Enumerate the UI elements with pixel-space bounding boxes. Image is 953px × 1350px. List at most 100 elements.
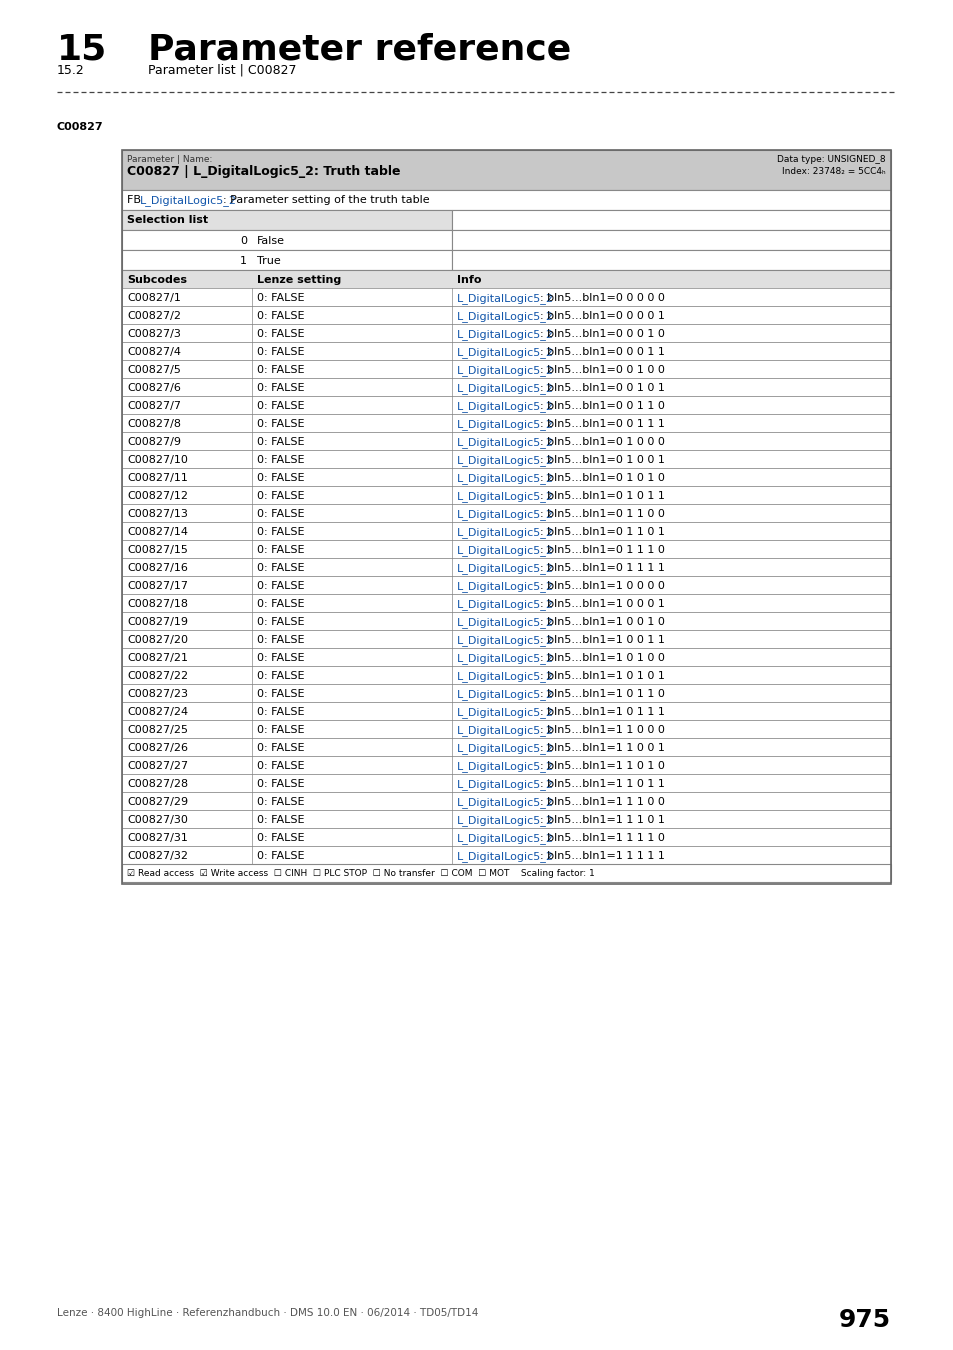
Text: 0: FALSE: 0: FALSE bbox=[256, 509, 304, 518]
Text: Lenze setting: Lenze setting bbox=[256, 275, 341, 285]
Text: C00827/15: C00827/15 bbox=[127, 545, 188, 555]
Text: C00827/1: C00827/1 bbox=[127, 293, 181, 302]
Text: C00827/27: C00827/27 bbox=[127, 761, 188, 771]
Text: L_DigitalLogic5_2: L_DigitalLogic5_2 bbox=[456, 761, 554, 772]
Text: C00827/11: C00827/11 bbox=[127, 472, 188, 483]
Bar bbox=[122, 720, 890, 738]
Text: : bln5...bln1=1 1 0 0 1: : bln5...bln1=1 1 0 0 1 bbox=[539, 743, 664, 753]
Text: 0: FALSE: 0: FALSE bbox=[256, 815, 304, 825]
Text: 0: FALSE: 0: FALSE bbox=[256, 437, 304, 447]
Text: : bln5...bln1=1 0 0 1 0: : bln5...bln1=1 0 0 1 0 bbox=[539, 617, 664, 626]
Text: : bln5...bln1=0 1 0 0 0: : bln5...bln1=0 1 0 0 0 bbox=[539, 437, 664, 447]
Text: : bln5...bln1=0 0 0 0 1: : bln5...bln1=0 0 0 0 1 bbox=[539, 310, 664, 321]
Text: 0: FALSE: 0: FALSE bbox=[256, 796, 304, 807]
Bar bbox=[122, 414, 890, 432]
Text: L_DigitalLogic5_2: L_DigitalLogic5_2 bbox=[456, 707, 554, 718]
Text: 0: FALSE: 0: FALSE bbox=[256, 707, 304, 717]
Text: : bln5...bln1=1 0 1 1 0: : bln5...bln1=1 0 1 1 0 bbox=[539, 688, 664, 699]
Text: C00827/19: C00827/19 bbox=[127, 617, 188, 626]
Text: C00827/28: C00827/28 bbox=[127, 779, 188, 788]
Bar bbox=[122, 702, 890, 720]
Text: 15: 15 bbox=[57, 32, 107, 66]
Text: 0: FALSE: 0: FALSE bbox=[256, 779, 304, 788]
Bar bbox=[122, 576, 890, 594]
Text: : bln5...bln1=0 1 0 1 1: : bln5...bln1=0 1 0 1 1 bbox=[539, 491, 664, 501]
Text: L_DigitalLogic5_2: L_DigitalLogic5_2 bbox=[456, 437, 554, 448]
Text: L_DigitalLogic5_2: L_DigitalLogic5_2 bbox=[456, 743, 554, 753]
Text: : bln5...bln1=1 1 0 1 0: : bln5...bln1=1 1 0 1 0 bbox=[539, 761, 664, 771]
Bar bbox=[122, 324, 890, 342]
Text: C00827/13: C00827/13 bbox=[127, 509, 188, 518]
Bar bbox=[122, 150, 890, 884]
Text: C00827/4: C00827/4 bbox=[127, 347, 181, 356]
Text: C00827/30: C00827/30 bbox=[127, 815, 188, 825]
Text: Info: Info bbox=[456, 275, 481, 285]
Bar bbox=[122, 828, 890, 846]
Text: : bln5...bln1=0 0 1 0 0: : bln5...bln1=0 0 1 0 0 bbox=[539, 364, 664, 375]
Text: C00827/23: C00827/23 bbox=[127, 688, 188, 699]
Bar bbox=[122, 190, 890, 211]
Text: ☑ Read access  ☑ Write access  ☐ CINH  ☐ PLC STOP  ☐ No transfer  ☐ COM  ☐ MOT  : ☑ Read access ☑ Write access ☐ CINH ☐ PL… bbox=[127, 869, 594, 878]
Bar bbox=[452, 230, 890, 250]
Bar bbox=[122, 468, 890, 486]
Text: C00827/22: C00827/22 bbox=[127, 671, 188, 680]
Text: L_DigitalLogic5_2: L_DigitalLogic5_2 bbox=[456, 545, 554, 556]
Text: : bln5...bln1=0 0 1 0 1: : bln5...bln1=0 0 1 0 1 bbox=[539, 383, 664, 393]
Text: : bln5...bln1=0 0 0 0 0: : bln5...bln1=0 0 0 0 0 bbox=[539, 293, 664, 302]
Text: : bln5...bln1=1 0 0 0 0: : bln5...bln1=1 0 0 0 0 bbox=[539, 580, 664, 591]
Text: L_DigitalLogic5_2: L_DigitalLogic5_2 bbox=[456, 563, 554, 574]
Text: C00827/29: C00827/29 bbox=[127, 796, 188, 807]
Text: 0: FALSE: 0: FALSE bbox=[256, 653, 304, 663]
Text: Parameter reference: Parameter reference bbox=[148, 32, 571, 66]
Text: L_DigitalLogic5_2: L_DigitalLogic5_2 bbox=[456, 688, 554, 699]
Bar bbox=[122, 150, 890, 190]
Text: 15.2: 15.2 bbox=[57, 63, 85, 77]
Text: 0: FALSE: 0: FALSE bbox=[256, 688, 304, 699]
Text: 0: FALSE: 0: FALSE bbox=[256, 833, 304, 842]
Text: Subcodes: Subcodes bbox=[127, 275, 187, 285]
Text: : bln5...bln1=1 0 0 0 1: : bln5...bln1=1 0 0 0 1 bbox=[539, 599, 664, 609]
Text: L_DigitalLogic5_2: L_DigitalLogic5_2 bbox=[456, 634, 554, 645]
Bar bbox=[122, 666, 890, 684]
Text: 0: FALSE: 0: FALSE bbox=[256, 293, 304, 302]
Text: True: True bbox=[256, 256, 280, 266]
Text: 0: FALSE: 0: FALSE bbox=[256, 634, 304, 645]
Bar bbox=[122, 432, 890, 450]
Text: : bln5...bln1=0 1 0 1 0: : bln5...bln1=0 1 0 1 0 bbox=[539, 472, 664, 483]
Text: L_DigitalLogic5_2: L_DigitalLogic5_2 bbox=[456, 617, 554, 628]
Text: : bln5...bln1=0 0 1 1 0: : bln5...bln1=0 0 1 1 0 bbox=[539, 401, 664, 410]
Text: : bln5...bln1=1 1 1 1 1: : bln5...bln1=1 1 1 1 1 bbox=[539, 850, 664, 861]
Text: C00827/24: C00827/24 bbox=[127, 707, 188, 717]
Bar bbox=[122, 211, 452, 230]
Text: : bln5...bln1=0 1 1 0 0: : bln5...bln1=0 1 1 0 0 bbox=[539, 509, 664, 518]
Text: 0: FALSE: 0: FALSE bbox=[256, 526, 304, 537]
Bar bbox=[122, 864, 890, 882]
Text: : bln5...bln1=0 0 0 1 0: : bln5...bln1=0 0 0 1 0 bbox=[539, 329, 664, 339]
Text: C00827/26: C00827/26 bbox=[127, 743, 188, 753]
Bar bbox=[122, 738, 890, 756]
Text: C00827/32: C00827/32 bbox=[127, 850, 188, 861]
Bar bbox=[122, 270, 890, 290]
Bar bbox=[122, 630, 890, 648]
Text: 0: 0 bbox=[240, 236, 247, 246]
Text: L_DigitalLogic5_2: L_DigitalLogic5_2 bbox=[456, 472, 554, 483]
Text: L_DigitalLogic5_2: L_DigitalLogic5_2 bbox=[456, 401, 554, 412]
Text: C00827/6: C00827/6 bbox=[127, 383, 181, 393]
Text: : bln5...bln1=0 1 1 1 1: : bln5...bln1=0 1 1 1 1 bbox=[539, 563, 664, 572]
Text: 0: FALSE: 0: FALSE bbox=[256, 743, 304, 753]
Bar bbox=[122, 342, 890, 360]
Text: 0: FALSE: 0: FALSE bbox=[256, 472, 304, 483]
Text: 0: FALSE: 0: FALSE bbox=[256, 671, 304, 680]
Text: 0: FALSE: 0: FALSE bbox=[256, 418, 304, 429]
Text: L_DigitalLogic5_2: L_DigitalLogic5_2 bbox=[456, 526, 554, 537]
Text: L_DigitalLogic5_2: L_DigitalLogic5_2 bbox=[456, 833, 554, 844]
Bar bbox=[122, 504, 890, 522]
Text: Selection list: Selection list bbox=[127, 215, 208, 225]
Bar bbox=[452, 211, 890, 230]
Text: 0: FALSE: 0: FALSE bbox=[256, 761, 304, 771]
Text: 975: 975 bbox=[838, 1308, 890, 1332]
Bar bbox=[122, 810, 890, 828]
Bar bbox=[122, 522, 890, 540]
Text: Parameter list | C00827: Parameter list | C00827 bbox=[148, 63, 296, 77]
Text: : bln5...bln1=0 1 1 0 1: : bln5...bln1=0 1 1 0 1 bbox=[539, 526, 664, 537]
